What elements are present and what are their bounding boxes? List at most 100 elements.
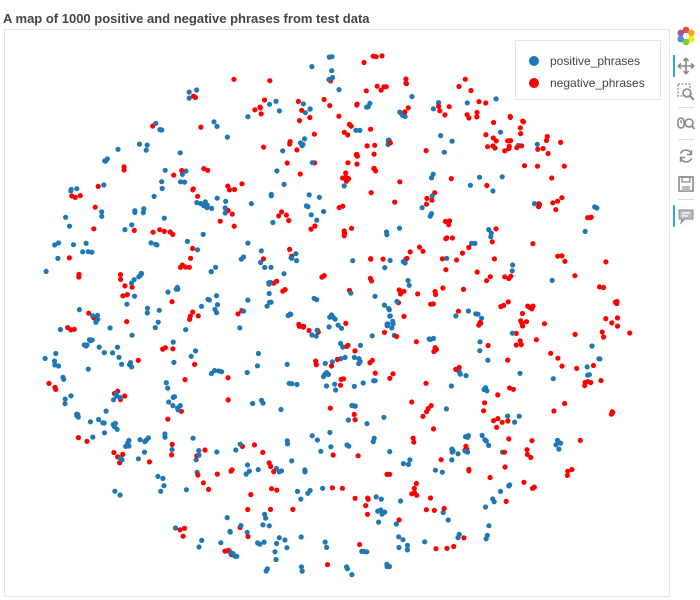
point-negative-phrase[interactable]	[524, 451, 531, 458]
point-positive-phrase[interactable]	[175, 407, 181, 413]
point-positive-phrase[interactable]	[482, 504, 489, 510]
point-positive-phrase[interactable]	[332, 316, 338, 322]
point-positive-phrase[interactable]	[144, 305, 151, 311]
point-negative-phrase[interactable]	[550, 200, 556, 206]
point-positive-phrase[interactable]	[302, 136, 308, 142]
point-positive-phrase[interactable]	[342, 354, 348, 360]
point-negative-phrase[interactable]	[368, 190, 374, 196]
point-positive-phrase[interactable]	[445, 517, 451, 523]
hover-tool[interactable]	[673, 205, 697, 227]
point-positive-phrase[interactable]	[90, 434, 96, 440]
point-positive-phrase[interactable]	[160, 475, 166, 481]
point-positive-phrase[interactable]	[166, 399, 172, 405]
point-positive-phrase[interactable]	[159, 179, 165, 185]
point-positive-phrase[interactable]	[323, 383, 330, 389]
point-negative-phrase[interactable]	[577, 437, 583, 443]
point-positive-phrase[interactable]	[119, 457, 125, 463]
point-positive-phrase[interactable]	[110, 397, 117, 403]
point-negative-phrase[interactable]	[169, 299, 175, 305]
point-positive-phrase[interactable]	[386, 563, 392, 570]
point-negative-phrase[interactable]	[405, 105, 411, 111]
point-positive-phrase[interactable]	[422, 539, 428, 545]
point-positive-phrase[interactable]	[384, 321, 390, 327]
point-positive-phrase[interactable]	[390, 321, 396, 327]
point-negative-phrase[interactable]	[483, 132, 489, 138]
point-positive-phrase[interactable]	[248, 201, 254, 207]
point-negative-phrase[interactable]	[280, 288, 286, 294]
point-negative-phrase[interactable]	[502, 274, 508, 280]
point-negative-phrase[interactable]	[340, 175, 346, 181]
point-negative-phrase[interactable]	[311, 131, 317, 137]
point-negative-phrase[interactable]	[379, 53, 385, 59]
point-negative-phrase[interactable]	[357, 541, 363, 548]
point-negative-phrase[interactable]	[502, 148, 508, 154]
point-positive-phrase[interactable]	[409, 93, 415, 100]
point-positive-phrase[interactable]	[241, 308, 247, 314]
point-negative-phrase[interactable]	[352, 348, 358, 354]
point-negative-phrase[interactable]	[135, 357, 141, 363]
point-negative-phrase[interactable]	[454, 257, 460, 263]
point-negative-phrase[interactable]	[424, 409, 430, 415]
point-negative-phrase[interactable]	[122, 393, 128, 399]
point-positive-phrase[interactable]	[476, 174, 483, 180]
point-negative-phrase[interactable]	[295, 98, 301, 104]
point-negative-phrase[interactable]	[433, 291, 439, 298]
point-negative-phrase[interactable]	[117, 272, 124, 278]
point-positive-phrase[interactable]	[299, 568, 305, 574]
point-positive-phrase[interactable]	[516, 413, 522, 419]
point-positive-phrase[interactable]	[382, 265, 388, 271]
point-negative-phrase[interactable]	[533, 337, 540, 343]
point-negative-phrase[interactable]	[502, 464, 508, 470]
point-negative-phrase[interactable]	[370, 53, 376, 59]
point-negative-phrase[interactable]	[428, 301, 434, 307]
point-positive-phrase[interactable]	[101, 430, 108, 436]
point-positive-phrase[interactable]	[327, 314, 333, 320]
point-negative-phrase[interactable]	[430, 426, 437, 432]
point-negative-phrase[interactable]	[186, 264, 192, 270]
point-negative-phrase[interactable]	[260, 449, 266, 455]
point-negative-phrase[interactable]	[261, 144, 267, 150]
point-negative-phrase[interactable]	[392, 199, 398, 205]
point-positive-phrase[interactable]	[68, 393, 74, 399]
point-negative-phrase[interactable]	[474, 269, 480, 275]
point-negative-phrase[interactable]	[368, 256, 374, 262]
point-negative-phrase[interactable]	[436, 103, 442, 109]
point-negative-phrase[interactable]	[214, 471, 220, 477]
point-positive-phrase[interactable]	[142, 439, 148, 445]
point-negative-phrase[interactable]	[86, 310, 92, 316]
point-positive-phrase[interactable]	[258, 259, 264, 266]
point-positive-phrase[interactable]	[507, 482, 513, 488]
point-positive-phrase[interactable]	[326, 54, 332, 60]
point-positive-phrase[interactable]	[85, 366, 91, 372]
point-positive-phrase[interactable]	[329, 359, 335, 365]
point-positive-phrase[interactable]	[159, 185, 165, 192]
point-negative-phrase[interactable]	[431, 348, 437, 355]
point-positive-phrase[interactable]	[194, 200, 200, 206]
point-positive-phrase[interactable]	[493, 96, 499, 102]
point-positive-phrase[interactable]	[381, 302, 387, 308]
point-negative-phrase[interactable]	[131, 227, 137, 233]
point-negative-phrase[interactable]	[260, 256, 267, 262]
point-positive-phrase[interactable]	[122, 227, 128, 233]
point-negative-phrase[interactable]	[530, 241, 536, 247]
point-positive-phrase[interactable]	[141, 206, 147, 212]
point-negative-phrase[interactable]	[286, 217, 292, 224]
point-negative-phrase[interactable]	[355, 453, 361, 459]
point-positive-phrase[interactable]	[333, 387, 339, 393]
point-positive-phrase[interactable]	[404, 547, 410, 553]
point-negative-phrase[interactable]	[529, 485, 536, 491]
point-negative-phrase[interactable]	[401, 288, 407, 294]
point-positive-phrase[interactable]	[288, 255, 294, 261]
point-positive-phrase[interactable]	[90, 313, 96, 319]
point-negative-phrase[interactable]	[529, 438, 535, 444]
point-negative-phrase[interactable]	[555, 198, 561, 204]
point-positive-phrase[interactable]	[107, 325, 113, 331]
point-positive-phrase[interactable]	[112, 420, 118, 426]
point-positive-phrase[interactable]	[186, 95, 192, 101]
point-negative-phrase[interactable]	[407, 249, 413, 255]
point-positive-phrase[interactable]	[114, 344, 121, 350]
point-negative-phrase[interactable]	[429, 197, 435, 203]
point-negative-phrase[interactable]	[181, 525, 188, 531]
point-negative-phrase[interactable]	[65, 325, 71, 331]
point-positive-phrase[interactable]	[227, 528, 233, 534]
